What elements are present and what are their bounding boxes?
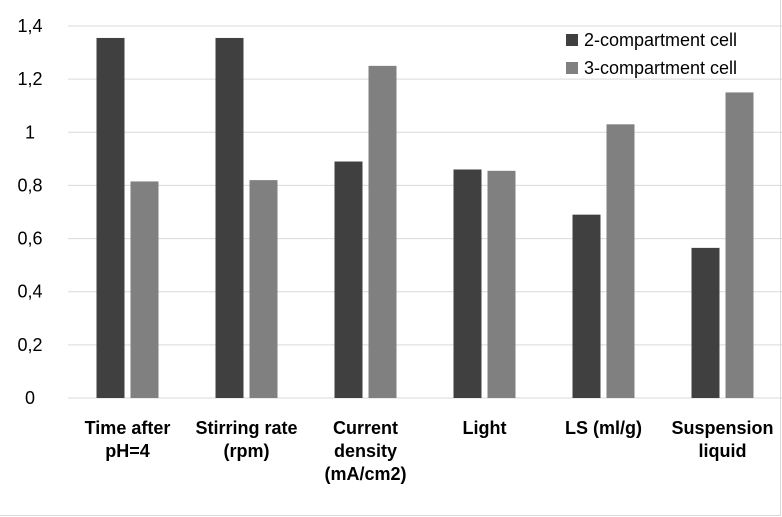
bar-series1 <box>96 37 125 398</box>
bar-series2 <box>249 180 278 398</box>
x-category-label: Time after pH=4 <box>85 418 171 461</box>
bar-series2 <box>487 170 516 398</box>
y-tick-label: 0,4 <box>17 282 42 302</box>
y-tick-label: 0,2 <box>17 335 42 355</box>
bar-series2 <box>130 181 159 398</box>
legend-label: 2-compartment cell <box>584 30 737 50</box>
y-tick-label: 1,4 <box>17 16 42 36</box>
legend-swatch <box>566 34 578 46</box>
bar-series1 <box>334 161 363 398</box>
bar-series1 <box>572 214 601 398</box>
bar-series2 <box>368 65 397 398</box>
legend-label: 3-compartment cell <box>584 58 737 78</box>
bar-series1 <box>691 247 720 398</box>
legend-swatch <box>566 62 578 74</box>
y-tick-label: 1 <box>25 122 35 142</box>
bar-series1 <box>215 37 244 398</box>
x-category-label: Stirring rate (rpm) <box>195 418 297 461</box>
x-category-label: LS (ml/g) <box>565 418 642 438</box>
x-category-label: Suspension liquid <box>671 418 773 461</box>
y-tick-label: 0 <box>25 388 35 408</box>
bar-series1 <box>453 169 482 398</box>
y-tick-label: 0,8 <box>17 175 42 195</box>
y-tick-label: 0,6 <box>17 229 42 249</box>
bar-series2 <box>606 124 635 399</box>
bar-series2 <box>725 92 754 398</box>
y-tick-label: 1,2 <box>17 69 42 89</box>
x-category-label: Light <box>463 418 507 438</box>
x-category-label: Current density (mA/cm2) <box>324 418 406 484</box>
